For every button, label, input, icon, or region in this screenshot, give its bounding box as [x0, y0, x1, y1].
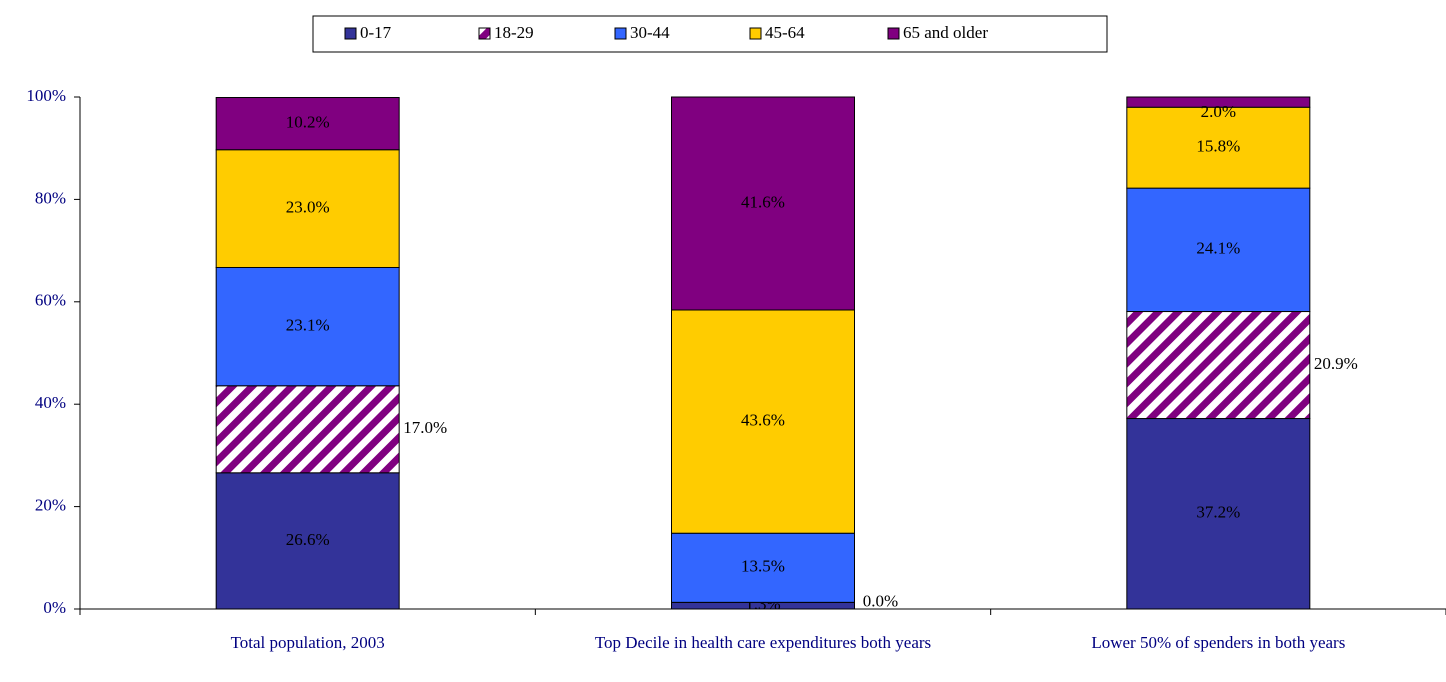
- legend-swatch: [478, 27, 491, 40]
- legend-label: 30-44: [630, 23, 670, 42]
- x-tick-label: Total population, 2003: [231, 633, 385, 652]
- bar-segment: [1126, 418, 1311, 610]
- bar-segment: [671, 532, 855, 603]
- bar-segment: [215, 149, 400, 268]
- y-tick-label: 100%: [26, 86, 66, 105]
- data-label: 13.5%: [741, 557, 785, 576]
- legend-swatch: [749, 27, 762, 40]
- data-label: 41.6%: [741, 192, 785, 211]
- legend-swatch: [887, 27, 900, 40]
- bar-segment: [215, 472, 400, 610]
- data-label: 43.6%: [741, 411, 785, 430]
- bar-segment: [1126, 311, 1311, 420]
- bar-segment: [671, 309, 855, 534]
- data-label: 20.9%: [1314, 354, 1358, 373]
- bar-segment: [671, 96, 855, 311]
- x-tick-label: Lower 50% of spenders in both years: [1091, 633, 1345, 652]
- y-tick-label: 60%: [35, 291, 66, 310]
- bar-segment: [1126, 96, 1311, 108]
- y-tick-label: 80%: [35, 188, 66, 207]
- y-tick-label: 20%: [35, 496, 66, 515]
- bar-segment: [215, 385, 400, 474]
- data-label: 10.2%: [286, 113, 330, 132]
- x-tick-label: Top Decile in health care expenditures b…: [595, 633, 931, 652]
- data-label: 23.0%: [286, 198, 330, 217]
- legend-label: 45-64: [765, 23, 805, 42]
- data-label: 0.0%: [863, 591, 898, 610]
- data-label: 17.0%: [403, 418, 447, 437]
- data-label: 2.0%: [1201, 102, 1236, 121]
- legend-label: 18-29: [494, 23, 534, 42]
- data-label: 37.2%: [1196, 503, 1240, 522]
- data-label: 15.8%: [1196, 137, 1240, 156]
- bar-segment: [215, 266, 400, 387]
- legend-label: 65 and older: [903, 23, 988, 42]
- bar-segment: [215, 97, 400, 151]
- data-label: 23.1%: [286, 316, 330, 335]
- legend-swatch: [614, 27, 627, 40]
- bar-segment: [1126, 106, 1311, 189]
- legend-swatch: [344, 27, 357, 40]
- data-label: 24.1%: [1196, 239, 1240, 258]
- y-tick-label: 0%: [43, 598, 66, 617]
- legend-box: [312, 15, 1108, 53]
- legend-label: 0-17: [360, 23, 392, 42]
- y-tick-label: 40%: [35, 393, 66, 412]
- bar-segment: [1126, 187, 1311, 313]
- data-label: 26.6%: [286, 530, 330, 549]
